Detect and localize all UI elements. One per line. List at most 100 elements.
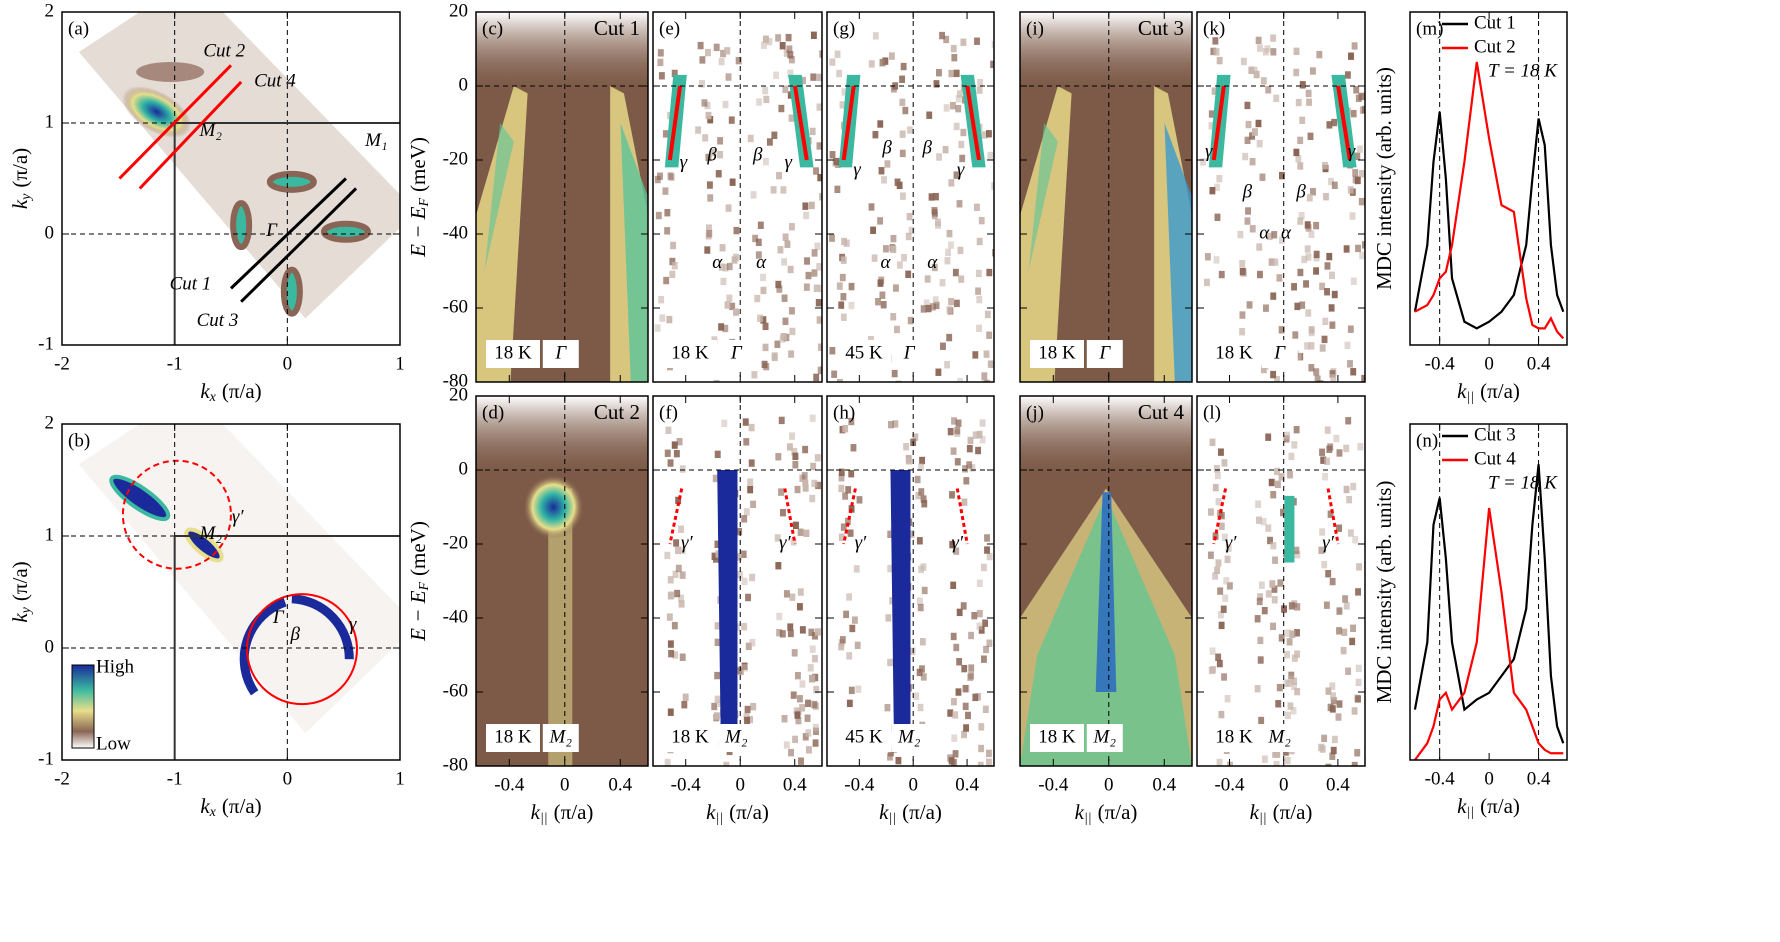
annotation: α — [712, 252, 723, 273]
pixel — [729, 178, 736, 186]
label-box — [837, 724, 891, 752]
pixel — [1261, 606, 1268, 615]
pixel — [818, 284, 822, 293]
pixel — [1257, 593, 1264, 601]
pixel — [1293, 425, 1300, 434]
pixel — [1329, 271, 1335, 280]
pixel — [1251, 128, 1258, 136]
pixel — [735, 666, 742, 675]
pixel — [1342, 595, 1349, 603]
pixel — [1321, 734, 1328, 743]
pixel — [812, 739, 819, 747]
pixel — [667, 708, 674, 716]
label-box — [542, 340, 579, 368]
pixel — [678, 594, 684, 602]
pixel — [952, 750, 959, 758]
y-tick-label: 0 — [459, 74, 469, 95]
pixel — [932, 296, 939, 304]
pixel — [779, 630, 786, 638]
pixel — [831, 370, 838, 378]
pixel — [804, 257, 810, 265]
cut-line — [138, 80, 243, 190]
pixel — [803, 529, 810, 537]
pixel — [877, 120, 884, 128]
pixel — [843, 610, 850, 619]
pixel — [978, 744, 985, 753]
x-tick-label: 0 — [560, 774, 570, 795]
pixel — [788, 307, 795, 315]
pixel — [1276, 683, 1283, 692]
pixel — [1347, 186, 1354, 194]
pixel — [1350, 109, 1357, 118]
pixel — [1217, 610, 1224, 619]
pixel — [951, 697, 957, 706]
pixel — [850, 444, 857, 452]
axis-symbol: k — [1457, 379, 1467, 403]
pixel — [917, 703, 924, 712]
axis-unit: (π/a) — [222, 794, 262, 818]
pixel — [783, 49, 790, 57]
pixel — [762, 86, 769, 95]
plot-area — [827, 396, 994, 766]
pixel — [718, 57, 725, 66]
pixel — [745, 642, 752, 651]
pixel — [953, 643, 960, 652]
pixel — [804, 714, 811, 722]
legend-label: Cut 3 — [1474, 424, 1516, 445]
pixel — [1328, 304, 1335, 312]
pixel — [743, 713, 750, 721]
panel-label: (j) — [1026, 402, 1044, 423]
pixel — [851, 616, 858, 624]
temperature: 18 K — [494, 342, 532, 363]
pixel — [776, 612, 783, 621]
pixel — [787, 629, 794, 638]
pixel — [783, 741, 790, 749]
pixel — [1248, 66, 1255, 74]
pixel — [936, 68, 942, 77]
pixel — [1294, 302, 1301, 311]
pixel — [788, 748, 795, 757]
annotation: M₂ — [199, 120, 223, 141]
pixel — [1284, 756, 1291, 765]
pixel — [918, 463, 924, 471]
pixel — [816, 103, 822, 111]
pixel — [710, 148, 717, 157]
pixel — [1212, 532, 1219, 540]
pixel — [1358, 197, 1365, 206]
pixel — [958, 275, 965, 283]
pixel — [976, 609, 983, 618]
pixel — [1329, 577, 1336, 586]
pixel — [1212, 37, 1219, 45]
pixel — [949, 540, 956, 549]
pixel — [1308, 364, 1315, 372]
pixel — [1327, 443, 1334, 451]
pixel — [668, 649, 675, 658]
point-label: Γ — [903, 342, 916, 363]
frame — [652, 11, 823, 383]
pixel — [792, 461, 799, 469]
pixel — [808, 201, 815, 210]
pixel — [958, 140, 965, 149]
pixel — [972, 351, 979, 359]
label-box — [486, 340, 540, 368]
label-box — [837, 340, 891, 368]
pixel — [811, 479, 818, 488]
pixel — [1355, 244, 1361, 253]
pixel — [809, 645, 816, 653]
label-box — [1030, 724, 1084, 752]
pixel — [1259, 173, 1266, 181]
pixel — [1314, 375, 1321, 382]
pixel — [881, 176, 887, 184]
pixel — [947, 754, 954, 762]
pixel — [992, 249, 994, 257]
pixel — [977, 761, 984, 766]
band — [1028, 123, 1058, 271]
pixel — [1270, 541, 1277, 550]
pixel — [671, 69, 678, 78]
pixel — [741, 623, 748, 631]
pixel — [667, 459, 674, 467]
pixel — [1214, 213, 1221, 222]
pixel — [969, 464, 976, 472]
pixel — [968, 631, 975, 640]
annotation: γ′ — [951, 532, 963, 553]
